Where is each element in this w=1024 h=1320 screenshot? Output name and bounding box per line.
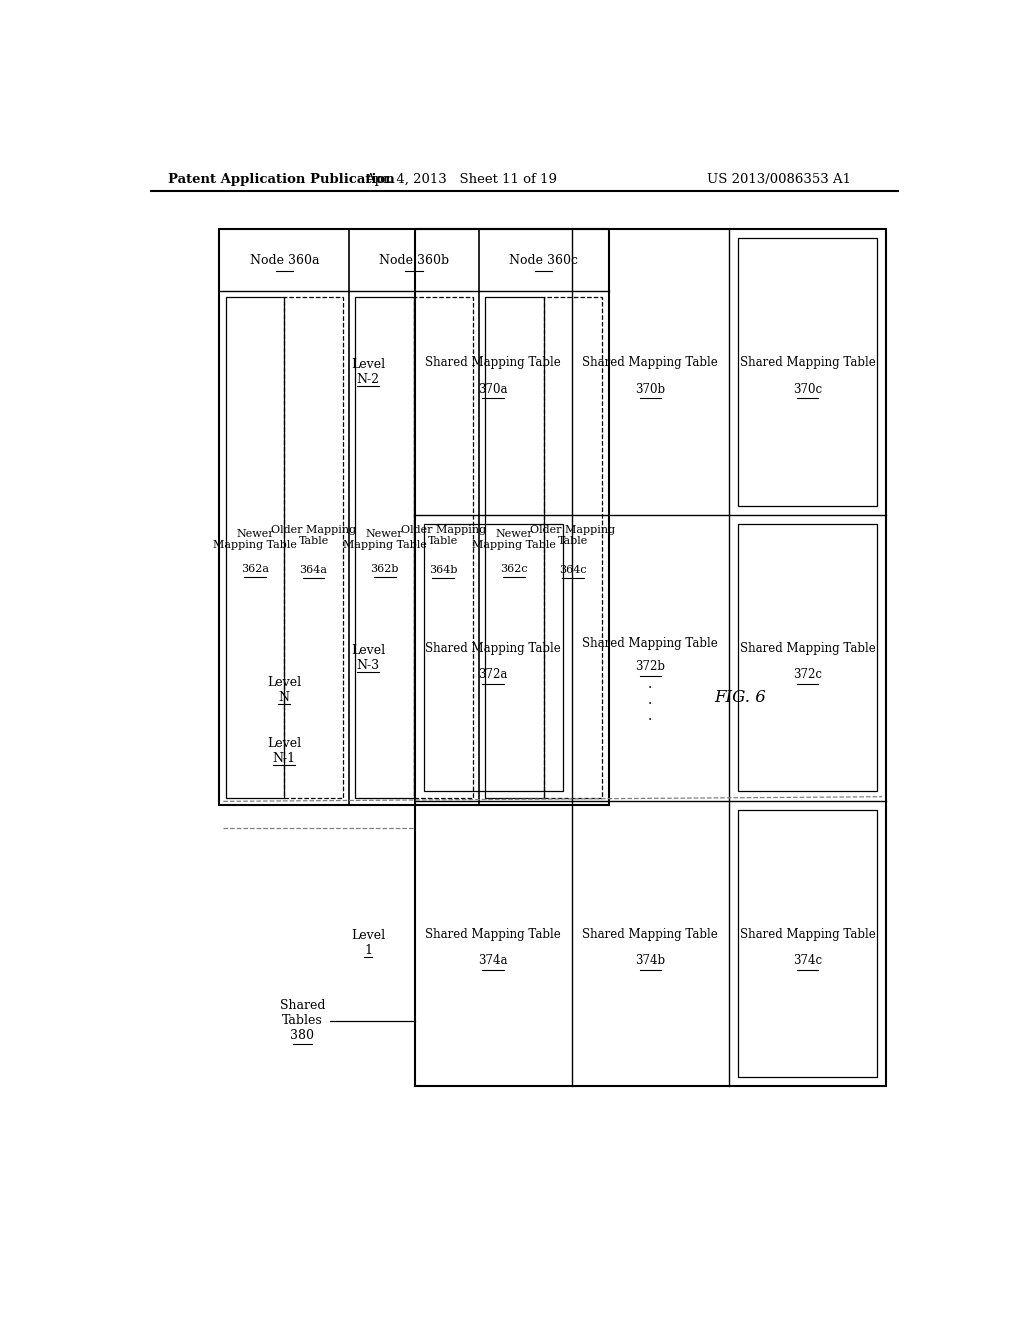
- Text: Shared Mapping Table: Shared Mapping Table: [583, 356, 718, 370]
- Text: Apr. 4, 2013   Sheet 11 of 19: Apr. 4, 2013 Sheet 11 of 19: [366, 173, 557, 186]
- Text: Level
N: Level N: [267, 676, 301, 704]
- Bar: [414, 297, 473, 797]
- Text: Older Mapping
Table: Older Mapping Table: [530, 525, 615, 546]
- Bar: [219, 230, 608, 805]
- Bar: [355, 297, 414, 797]
- Text: Shared Mapping Table: Shared Mapping Table: [739, 356, 876, 370]
- Bar: [285, 297, 343, 797]
- Text: 364c: 364c: [559, 565, 587, 576]
- Bar: [544, 297, 602, 797]
- Text: 372a: 372a: [478, 668, 508, 681]
- Bar: [738, 810, 877, 1077]
- Text: 362c: 362c: [501, 564, 528, 574]
- Text: Shared Mapping Table: Shared Mapping Table: [425, 356, 561, 370]
- Text: Newer
Mapping Table: Newer Mapping Table: [213, 529, 297, 550]
- Text: Shared Mapping Table: Shared Mapping Table: [739, 928, 876, 941]
- Text: Node 360a: Node 360a: [250, 253, 319, 267]
- Text: 374b: 374b: [635, 954, 666, 966]
- Text: 364a: 364a: [300, 565, 328, 576]
- Text: Shared Mapping Table: Shared Mapping Table: [583, 638, 718, 651]
- Text: 372c: 372c: [793, 668, 822, 681]
- Text: Level
1: Level 1: [351, 929, 385, 957]
- Text: 374a: 374a: [478, 954, 508, 966]
- Text: Older Mapping
Table: Older Mapping Table: [271, 525, 356, 546]
- Text: Shared
Tables
380: Shared Tables 380: [280, 999, 326, 1043]
- Text: .
.
.: . . .: [648, 677, 652, 723]
- Text: 372b: 372b: [635, 660, 666, 673]
- Text: 364b: 364b: [429, 565, 458, 576]
- Bar: [485, 297, 544, 797]
- Text: Level
N-3: Level N-3: [351, 644, 385, 672]
- Text: 374c: 374c: [793, 954, 822, 966]
- Bar: [415, 230, 886, 1086]
- Text: Level
N-2: Level N-2: [351, 358, 385, 385]
- Text: 362a: 362a: [241, 564, 269, 574]
- Text: 362b: 362b: [371, 564, 399, 574]
- Text: Shared Mapping Table: Shared Mapping Table: [425, 928, 561, 941]
- Bar: [225, 297, 285, 797]
- Text: Shared Mapping Table: Shared Mapping Table: [583, 928, 718, 941]
- Text: Patent Application Publication: Patent Application Publication: [168, 173, 395, 186]
- Text: Shared Mapping Table: Shared Mapping Table: [425, 642, 561, 655]
- Text: US 2013/0086353 A1: US 2013/0086353 A1: [707, 173, 851, 186]
- Text: Node 360c: Node 360c: [509, 253, 579, 267]
- Text: Level
N-1: Level N-1: [267, 738, 301, 766]
- Text: Newer
Mapping Table: Newer Mapping Table: [343, 529, 427, 550]
- Bar: [738, 239, 877, 506]
- Bar: [424, 524, 562, 792]
- Text: Older Mapping
Table: Older Mapping Table: [400, 525, 485, 546]
- Text: 370a: 370a: [478, 383, 508, 396]
- Bar: [738, 524, 877, 792]
- Text: Newer
Mapping Table: Newer Mapping Table: [472, 529, 556, 550]
- Text: Node 360b: Node 360b: [379, 253, 450, 267]
- Text: 370c: 370c: [793, 383, 822, 396]
- Text: Shared Mapping Table: Shared Mapping Table: [739, 642, 876, 655]
- Text: FIG. 6: FIG. 6: [715, 689, 766, 706]
- Text: 370b: 370b: [635, 383, 666, 396]
